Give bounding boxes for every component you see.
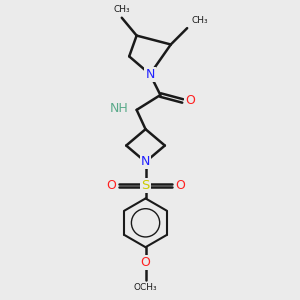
Text: OCH₃: OCH₃ — [134, 284, 158, 292]
Text: O: O — [141, 256, 151, 268]
Text: CH₃: CH₃ — [192, 16, 208, 25]
Text: N: N — [145, 68, 155, 81]
Text: NH: NH — [110, 102, 128, 115]
Text: O: O — [185, 94, 195, 107]
Text: O: O — [175, 179, 185, 192]
Text: CH₃: CH₃ — [113, 5, 130, 14]
Text: S: S — [141, 179, 150, 192]
Text: N: N — [141, 155, 150, 168]
Text: O: O — [106, 179, 116, 192]
